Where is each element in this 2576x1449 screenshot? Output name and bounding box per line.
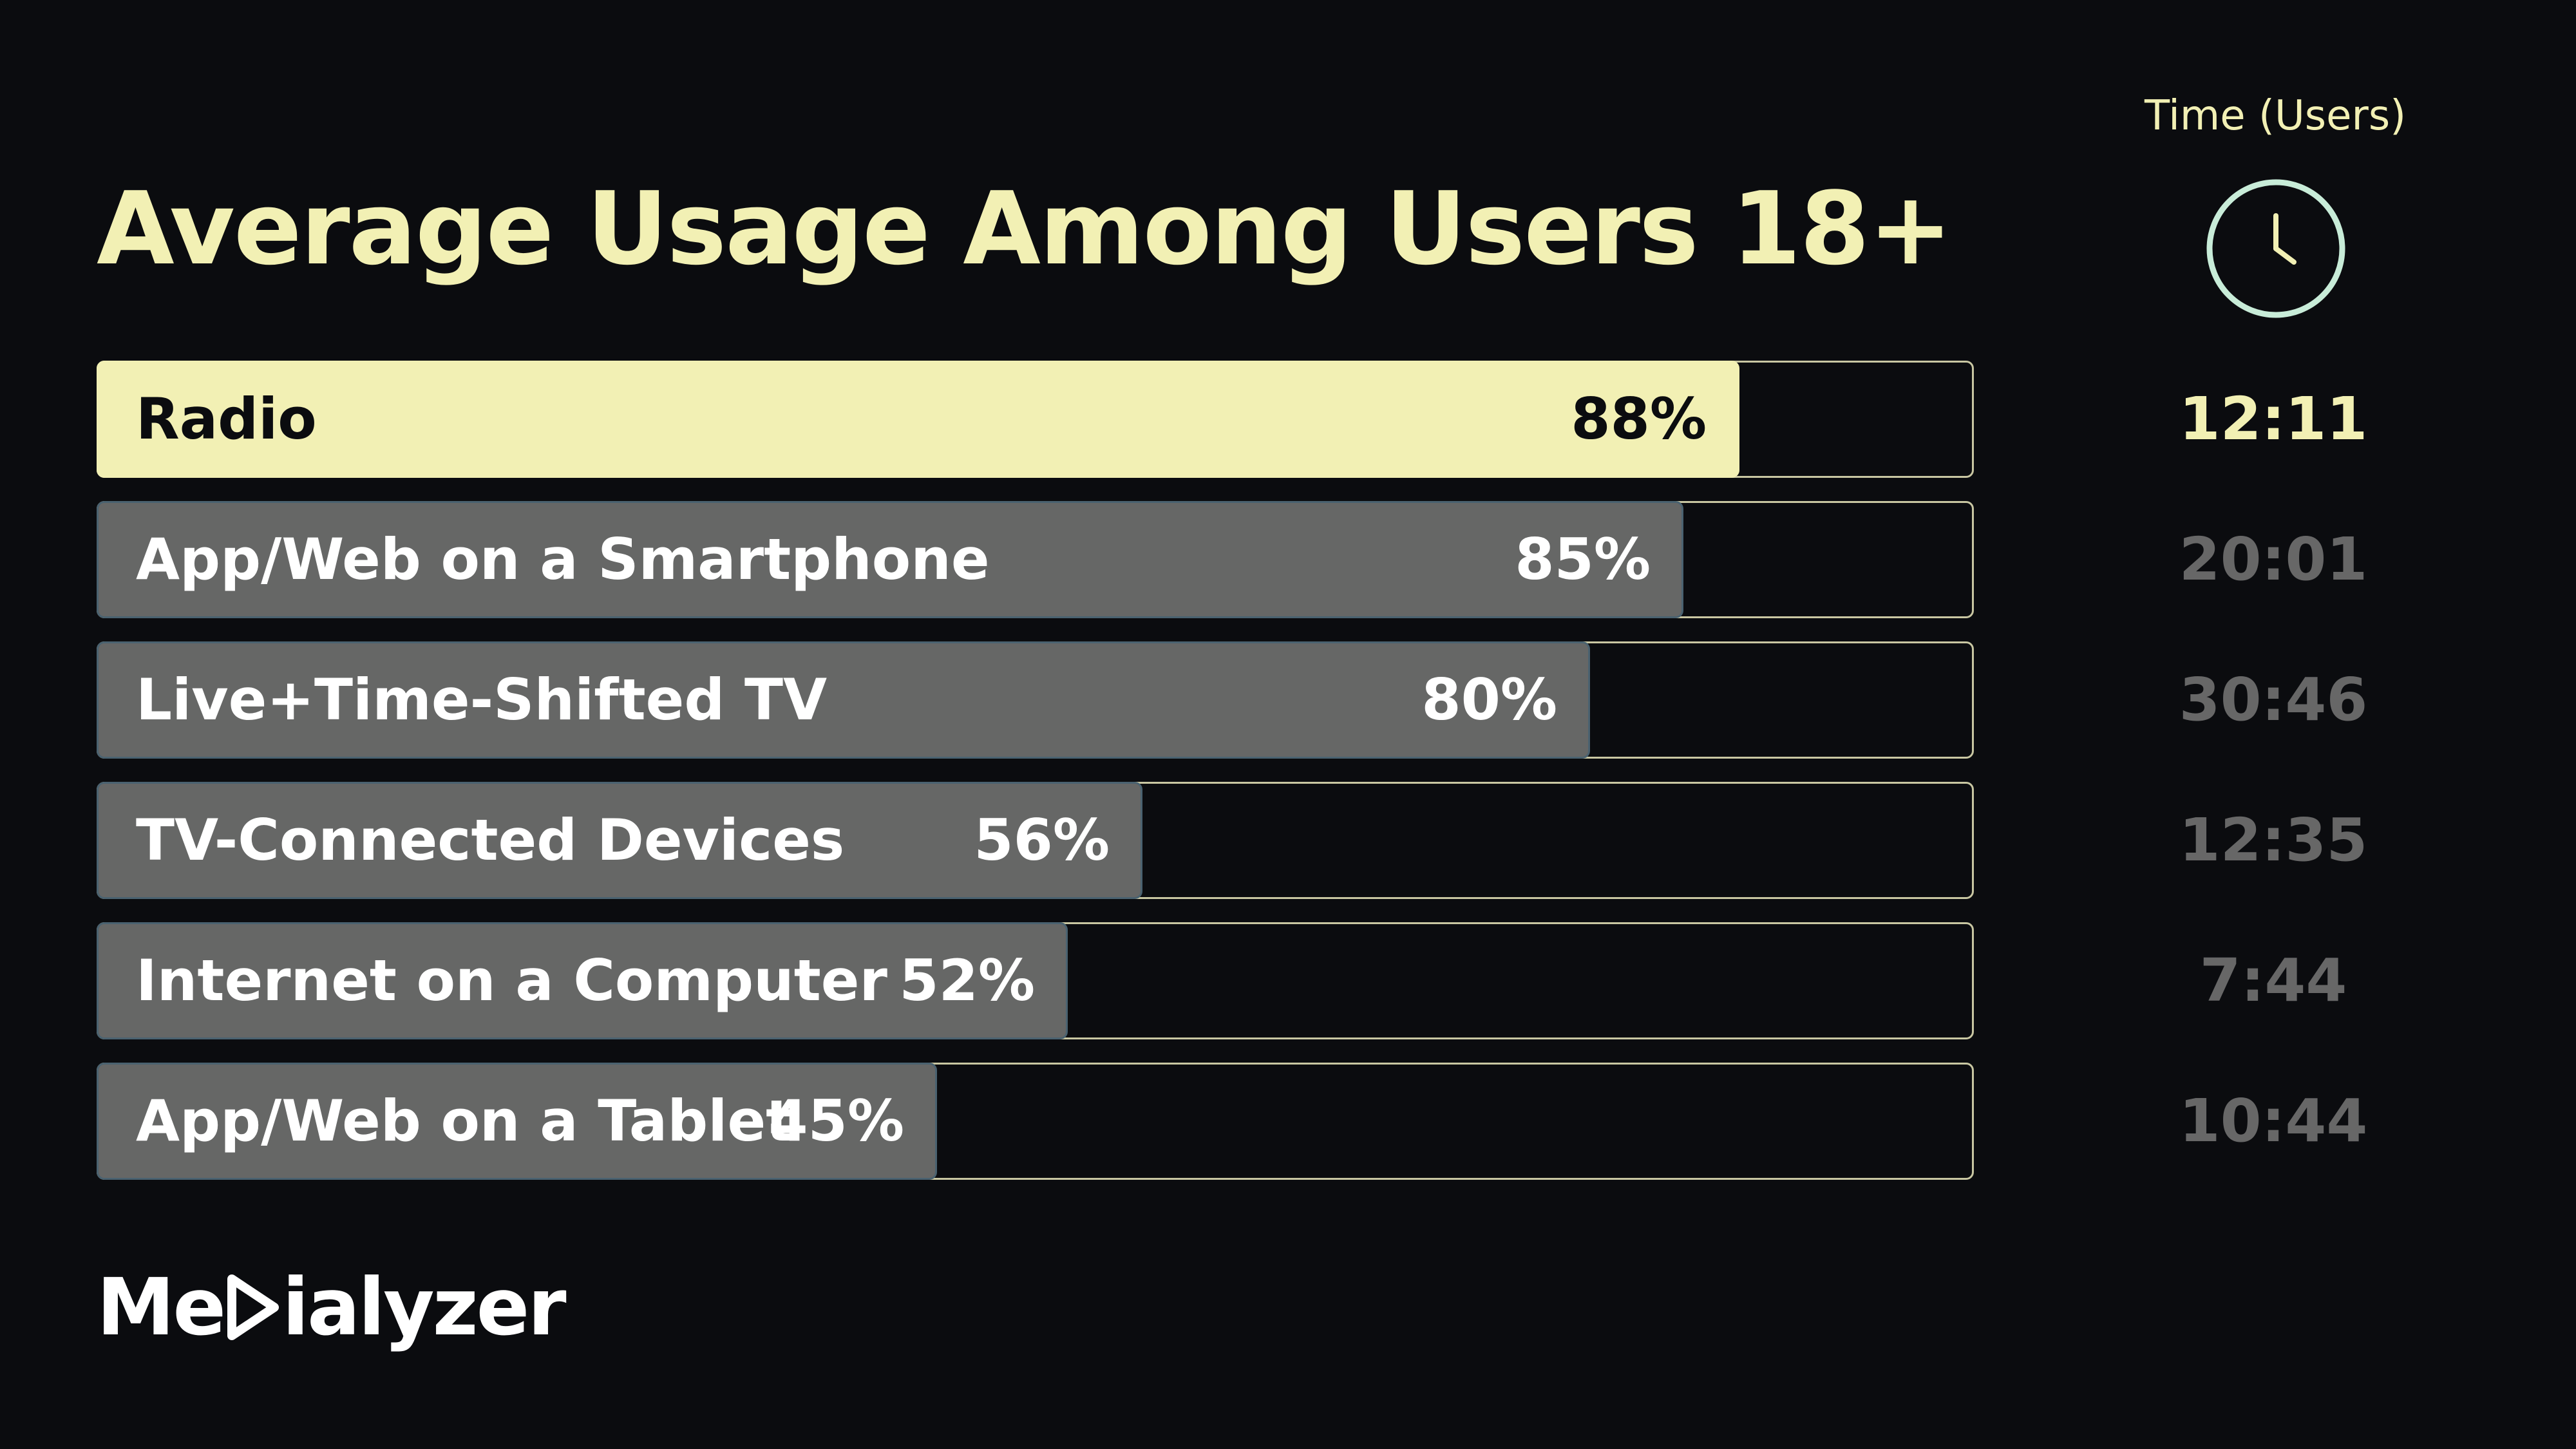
time-value: 10:44 <box>2179 1086 2368 1155</box>
bar-category-label: TV-Connected Devices <box>136 807 845 873</box>
play-icon <box>227 1274 279 1340</box>
time-value: 20:01 <box>2179 525 2368 594</box>
bar-track: Live+Time-Shifted TV 80% <box>97 641 1974 759</box>
bar: Internet on a Computer 52% <box>97 922 1068 1039</box>
time-value: 12:11 <box>2179 384 2368 453</box>
bar-value-label: 85% <box>1515 526 1651 592</box>
time-value: 30:46 <box>2179 665 2368 734</box>
bar-track: Internet on a Computer 52% <box>97 922 1974 1039</box>
logo-text-end: ialyzer <box>282 1262 566 1353</box>
time-value: 7:44 <box>2199 946 2347 1015</box>
bar-track: App/Web on a Smartphone 85% <box>97 501 1974 618</box>
bar-track: TV-Connected Devices 56% <box>97 782 1974 899</box>
logo-text-start: Me <box>97 1262 226 1353</box>
bar: Live+Time-Shifted TV 80% <box>97 641 1590 759</box>
time-value: 12:35 <box>2179 806 2368 875</box>
bar-track: Radio 88% <box>97 361 1974 478</box>
chart-title: Average Usage Among Users 18+ <box>97 170 1953 287</box>
bar: App/Web on a Tablet 45% <box>97 1063 937 1180</box>
bar-value-label: 80% <box>1421 667 1557 733</box>
bar-category-label: App/Web on a Smartphone <box>136 526 990 592</box>
bar-category-label: Live+Time-Shifted TV <box>136 667 828 733</box>
bar-value-label: 56% <box>974 807 1110 873</box>
clock-icon <box>2206 179 2345 318</box>
bar-category-label: Radio <box>136 386 317 452</box>
bar-value-label: 52% <box>899 947 1035 1014</box>
time-column-header: Time (Users) <box>2145 92 2407 140</box>
bar-category-label: Internet on a Computer <box>136 947 887 1014</box>
bar-value-label: 88% <box>1571 386 1707 452</box>
bar: TV-Connected Devices 56% <box>97 782 1142 899</box>
medialyzer-logo: Me ialyzer <box>97 1262 567 1353</box>
bar-category-label: App/Web on a Tablet <box>136 1088 793 1154</box>
bar: Radio 88% <box>97 361 1739 478</box>
bar-value-label: 45% <box>768 1088 904 1154</box>
bar: App/Web on a Smartphone 85% <box>97 501 1683 618</box>
bar-track: App/Web on a Tablet 45% <box>97 1063 1974 1180</box>
